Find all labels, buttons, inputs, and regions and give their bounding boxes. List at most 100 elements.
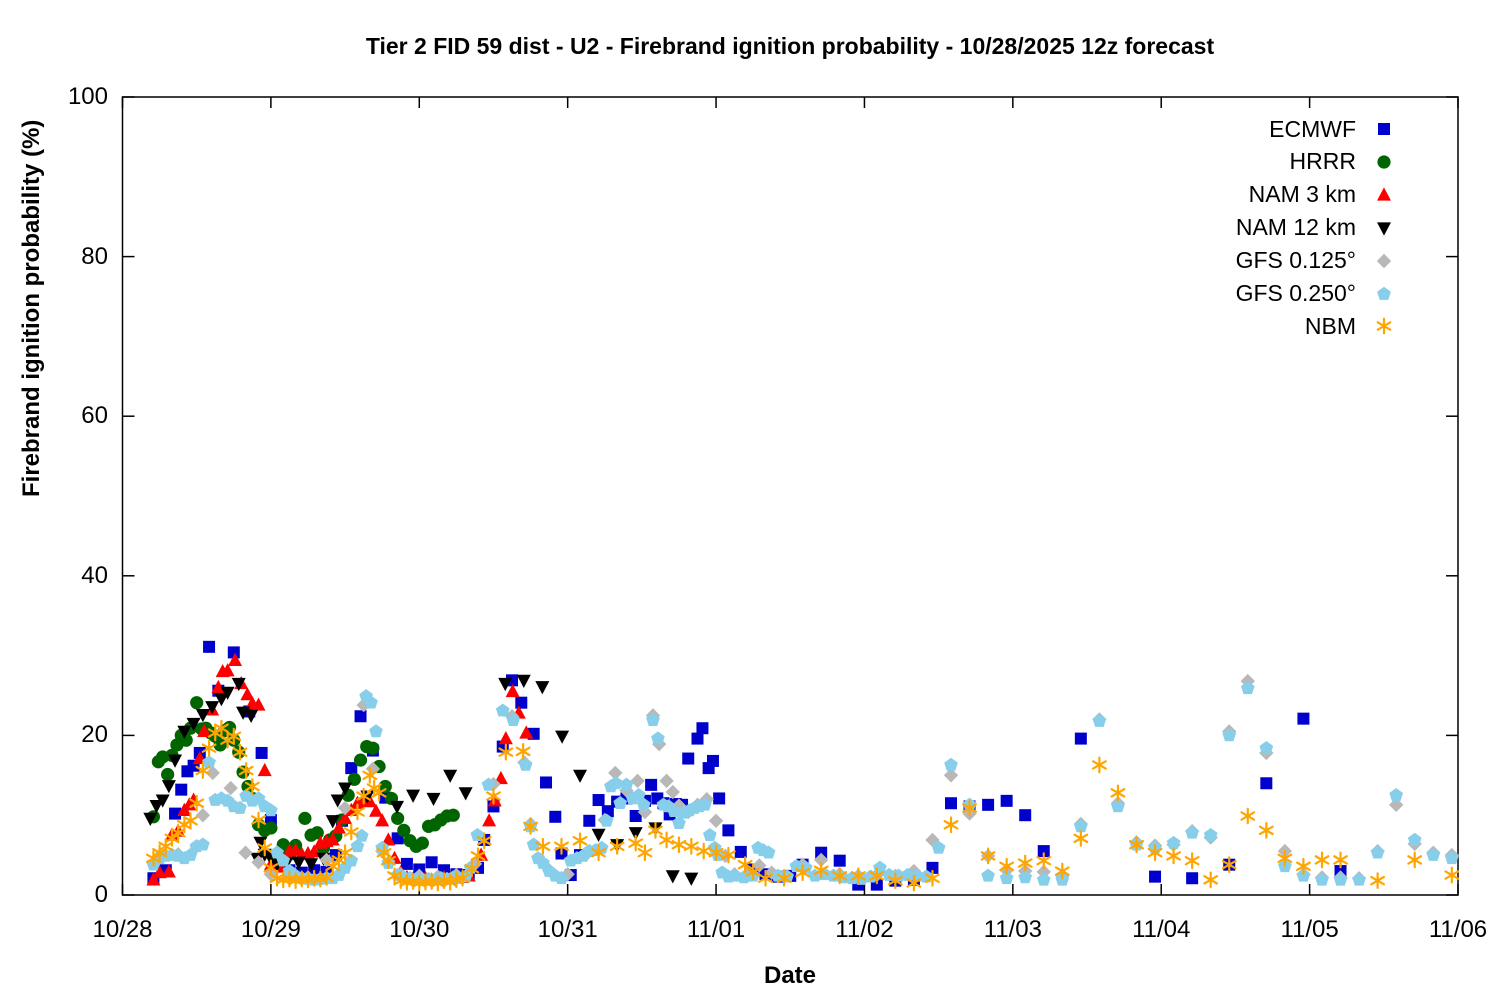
diamond-marker-icon (637, 804, 653, 820)
diamond-marker-icon (1036, 864, 1051, 880)
asterisk-marker-icon (251, 811, 266, 829)
circle-marker-icon (397, 823, 411, 837)
square-marker-icon (645, 778, 658, 791)
asterisk-marker-icon (515, 742, 531, 760)
x-tick-label-10-29: 10/29 (240, 916, 301, 943)
x-tick-label-11-06: 11/06 (1428, 916, 1488, 943)
x-axis-title: Date (763, 962, 817, 989)
triangle-down-marker-icon (186, 717, 201, 732)
asterisk-marker-icon (925, 869, 940, 887)
pentagon-marker-icon (344, 853, 359, 867)
pentagon-marker-icon (1444, 851, 1459, 865)
asterisk-marker-icon (1407, 851, 1423, 869)
pentagon-marker-icon (1092, 713, 1107, 727)
asterisk-marker-icon (201, 739, 217, 757)
asterisk-marker-icon (145, 849, 161, 867)
x-tick-label-11-01: 11/01 (686, 916, 746, 943)
asterisk-marker-icon (1376, 317, 1392, 335)
square-marker-icon (175, 783, 188, 796)
triangle-up-marker-icon (331, 820, 346, 834)
square-marker-icon (227, 646, 240, 659)
asterisk-marker-icon (498, 743, 514, 761)
square-marker-icon (1019, 809, 1032, 822)
pentagon-marker-icon (1315, 872, 1329, 886)
square-marker-icon (1000, 794, 1013, 807)
pentagon-marker-icon (481, 777, 496, 791)
x-tick-label-10-31: 10/31 (537, 916, 598, 943)
pentagon-marker-icon (1426, 847, 1441, 861)
triangle-down-marker-icon (214, 693, 229, 707)
square-marker-icon (1037, 845, 1050, 858)
triangle-up-marker-icon (487, 793, 502, 807)
diamond-marker-icon (708, 813, 724, 828)
pentagon-marker-icon (944, 757, 958, 771)
square-marker-icon (945, 797, 958, 810)
triangle-down-marker-icon (325, 815, 340, 829)
asterisk-marker-icon (1166, 847, 1182, 865)
pentagon-marker-icon (727, 868, 742, 882)
asterisk-marker-icon (263, 859, 279, 877)
asterisk-marker-icon (980, 847, 996, 865)
asterisk-marker-icon (708, 844, 724, 862)
asterisk-marker-icon (1314, 851, 1330, 869)
asterisk-marker-icon (464, 860, 480, 878)
triangle-up-marker-icon (338, 810, 353, 824)
pentagon-marker-icon (651, 731, 665, 745)
diamond-marker-icon (752, 858, 767, 873)
pentagon-marker-icon (354, 828, 369, 842)
asterisk-marker-icon (554, 837, 569, 855)
square-marker-icon (1074, 732, 1087, 745)
circle-marker-icon (1377, 155, 1391, 169)
asterisk-marker-icon (350, 803, 365, 821)
pentagon-marker-icon (1407, 832, 1422, 846)
triangle-up-marker-icon (240, 687, 255, 701)
triangle-down-marker-icon (304, 858, 319, 872)
pentagon-marker-icon (1222, 728, 1237, 742)
pentagon-marker-icon (1036, 872, 1051, 886)
triangle-up-marker-icon (1377, 187, 1391, 201)
x-tick-label-11-04: 11/04 (1132, 916, 1191, 943)
square-legend-icon (1378, 123, 1390, 135)
y-tick-label-20: 20 (81, 721, 108, 749)
triangle-up-marker-icon (375, 813, 390, 827)
pentagon-marker-icon (667, 804, 681, 818)
diamond-marker-icon (1376, 253, 1392, 268)
diamond-legend-icon (1376, 253, 1392, 268)
x-tick-label-11-02: 11/02 (835, 916, 894, 943)
asterisk-marker-icon (476, 832, 492, 850)
pentagon-marker-icon (270, 845, 284, 859)
asterisk-marker-icon (380, 852, 396, 870)
triangle-down-marker-icon (168, 754, 183, 768)
triangle-down-marker-icon (555, 730, 570, 744)
square-marker-icon (926, 861, 939, 874)
square-marker-icon (425, 856, 438, 869)
triangle-down-marker-icon (443, 769, 458, 783)
asterisk-marker-icon (362, 766, 378, 784)
asterisk-marker-icon (887, 872, 903, 890)
pentagon-marker-icon (703, 827, 717, 841)
pentagon-marker-icon (251, 791, 266, 805)
triangle-down-marker-icon (390, 800, 405, 815)
asterisk-marker-icon (720, 846, 736, 864)
square-marker-icon (629, 809, 642, 822)
triangle-down-marker-icon (1377, 222, 1391, 236)
pentagon-marker-icon (1018, 870, 1033, 884)
triangle-down-marker-icon (330, 794, 345, 808)
triangle-down-marker-icon (498, 677, 513, 692)
asterisk-marker-icon (183, 812, 198, 830)
circle-marker-icon (446, 808, 460, 822)
asterisk-marker-icon (906, 874, 922, 892)
asterisk-marker-icon (737, 856, 753, 874)
asterisk-marker-icon (1370, 872, 1386, 890)
pentagon-marker-icon (536, 855, 550, 869)
asterisk-marker-icon (337, 844, 353, 862)
asterisk-marker-icon (232, 743, 248, 761)
square-marker-icon (706, 754, 719, 767)
pentagon-marker-icon (1370, 845, 1385, 859)
asterisk-marker-icon (535, 837, 551, 855)
circle-marker-icon (391, 811, 405, 825)
asterisk-marker-icon (609, 837, 625, 855)
triangle-down-marker-icon (535, 681, 550, 695)
triangle-down-marker-icon (231, 677, 246, 692)
